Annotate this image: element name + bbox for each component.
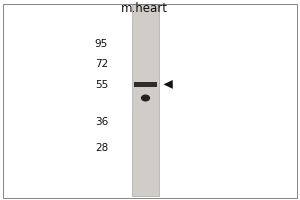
Text: 28: 28 (95, 143, 108, 153)
Text: 36: 36 (95, 117, 108, 127)
Text: 55: 55 (95, 80, 108, 90)
Text: 95: 95 (95, 39, 108, 49)
Ellipse shape (141, 94, 150, 102)
Text: 72: 72 (95, 59, 108, 69)
Text: m.heart: m.heart (121, 2, 167, 16)
FancyBboxPatch shape (134, 82, 157, 87)
Polygon shape (164, 80, 173, 89)
FancyBboxPatch shape (132, 4, 159, 196)
